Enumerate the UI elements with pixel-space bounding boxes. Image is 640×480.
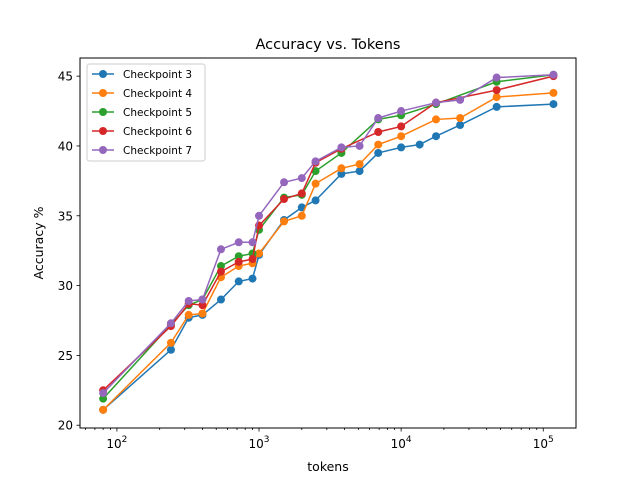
data-point — [184, 296, 193, 305]
data-point — [184, 310, 193, 319]
data-point — [374, 128, 383, 136]
y-tick-label: 40 — [58, 139, 73, 153]
data-point — [297, 189, 306, 198]
data-point — [492, 73, 501, 82]
y-axis-label: Accuracy % — [31, 206, 46, 279]
data-point — [415, 140, 424, 149]
data-point — [549, 70, 558, 79]
data-point — [492, 102, 501, 111]
data-point — [280, 195, 289, 204]
chart-title: Accuracy vs. Tokens — [256, 37, 401, 53]
data-point — [397, 143, 406, 152]
data-point — [297, 211, 306, 220]
x-tick-label: 105 — [533, 435, 554, 451]
y-tick-label: 20 — [58, 419, 73, 433]
y-tick-label: 25 — [58, 349, 73, 363]
data-point — [456, 121, 465, 130]
legend-label: Checkpoint 4 — [123, 88, 192, 100]
data-point — [432, 132, 441, 141]
data-point — [456, 114, 465, 123]
data-point — [166, 319, 175, 328]
data-point — [374, 114, 383, 123]
data-point — [311, 167, 320, 176]
data-point — [297, 174, 306, 183]
legend-marker — [99, 89, 107, 97]
legend-box — [86, 63, 206, 162]
data-point — [337, 164, 346, 173]
data-point — [234, 257, 243, 266]
data-point — [280, 178, 289, 187]
data-point — [355, 141, 364, 150]
plot-frame — [79, 57, 577, 429]
legend-item: Checkpoint 5 — [92, 107, 192, 119]
data-point — [216, 262, 225, 271]
y-axis: 20 25 30 35 40 45 — [58, 70, 80, 433]
legend-marker — [99, 127, 107, 135]
data-point — [248, 255, 257, 264]
x-tick-label: 103 — [249, 435, 270, 451]
legend-label: Checkpoint 7 — [123, 145, 192, 157]
data-point — [492, 86, 501, 95]
data-point — [198, 301, 207, 310]
data-point — [166, 338, 175, 347]
data-point — [234, 238, 243, 247]
data-point — [374, 148, 383, 157]
data-point — [337, 143, 346, 152]
legend-item: Checkpoint 6 — [92, 126, 192, 138]
data-point — [549, 88, 558, 97]
data-point — [397, 122, 406, 131]
data-point — [397, 107, 406, 116]
legend-label: Checkpoint 6 — [123, 126, 192, 138]
data-point — [492, 93, 501, 102]
x-axis-label: tokens — [307, 459, 348, 474]
legend: Checkpoint 3 Checkpoint 4 Checkpoint 5 Chec… — [86, 63, 206, 162]
series-7 — [99, 70, 558, 398]
data-point — [432, 98, 441, 107]
data-point — [355, 167, 364, 176]
series-4 — [99, 88, 558, 414]
data-point — [198, 295, 207, 304]
data-point — [337, 169, 346, 178]
data-point — [432, 115, 441, 124]
data-point — [166, 345, 175, 354]
legend-item: Checkpoint 4 — [92, 88, 192, 100]
legend-item: Checkpoint 3 — [92, 69, 192, 81]
data-point — [99, 405, 108, 414]
data-point — [374, 140, 383, 149]
data-point — [355, 160, 364, 169]
y-tick-label: 45 — [58, 70, 73, 84]
data-point — [255, 249, 264, 258]
x-tick-label: 102 — [106, 435, 127, 451]
legend-marker — [99, 146, 107, 154]
x-tick-label: 104 — [391, 435, 412, 451]
x-axis: 102 103 104 105 — [84, 428, 554, 451]
legend-marker — [99, 108, 107, 116]
data-point — [216, 295, 225, 304]
data-point — [99, 394, 108, 403]
data-point — [234, 277, 243, 286]
data-point — [99, 389, 108, 398]
data-point — [198, 309, 207, 318]
data-point — [311, 179, 320, 188]
data-point — [456, 95, 465, 104]
plot-series — [99, 70, 558, 414]
legend-item: Checkpoint 7 — [92, 145, 192, 157]
y-tick-label: 35 — [58, 209, 73, 223]
data-point — [397, 132, 406, 141]
legend-label: Checkpoint 3 — [123, 69, 192, 81]
data-point — [311, 157, 320, 166]
y-tick-label: 30 — [58, 279, 73, 293]
data-point — [248, 238, 257, 247]
data-point — [234, 252, 243, 261]
data-point — [311, 196, 320, 205]
data-point — [248, 274, 257, 283]
data-point — [216, 245, 225, 254]
data-point — [280, 217, 289, 226]
legend-label: Checkpoint 5 — [123, 107, 192, 119]
data-point — [255, 211, 264, 220]
data-point — [549, 100, 558, 109]
legend-marker — [99, 70, 107, 78]
data-point — [216, 267, 225, 276]
